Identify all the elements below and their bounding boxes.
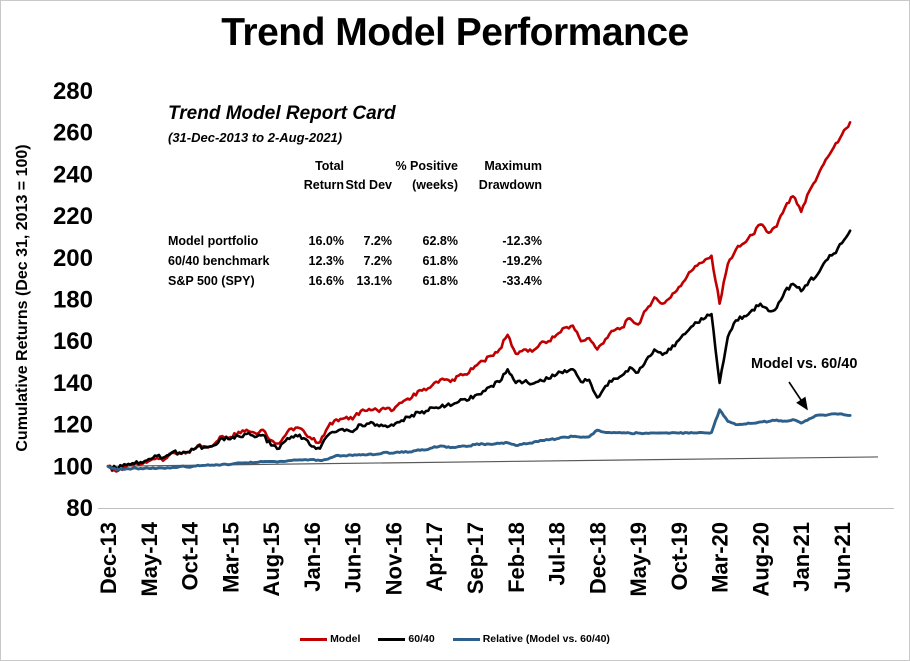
y-tick-label: 140 [53,370,93,397]
y-tick-label: 240 [53,161,93,188]
stat-value: 16.0% [308,233,344,248]
x-tick-label: Oct-19 [667,522,692,590]
report-card-header: Total Return Std Dev% Positive (weeks) Max… [168,157,542,195]
legend-swatch [300,637,328,641]
stat-value: 61.8% [422,253,458,268]
report-card-row: S&P 500 (SPY) 16.6% 13.1% 61.8% -33.4% [168,271,542,291]
row-label: S&P 500 (SPY) [168,273,255,288]
x-tick-label: Aug-20 [748,522,773,597]
y-tick-label: 180 [53,287,93,314]
report-card-body: Model portfolio 16.0% 7.2% 62.8% -12.3% 60/40… [168,195,542,291]
row-label: 60/40 benchmark [168,253,270,268]
x-tick-label: May-19 [626,522,651,597]
stat-value: 62.8% [422,233,458,248]
legend-swatch [378,637,406,641]
chart-title: Trend Model Performance [221,11,689,54]
stat-value: 16.6% [308,273,344,288]
column-header: % Positive (weeks) [395,159,458,192]
stat-value: 61.8% [422,273,458,288]
x-tick-label: Mar-15 [218,522,243,593]
stat-value: -33.4% [502,273,542,288]
stat-value: 12.3% [308,253,344,268]
x-tick-label: Apr-17 [422,522,447,592]
stat-value: 7.2% [363,253,393,268]
x-tick-label: Oct-14 [178,521,203,590]
chart-legend: Model 60/40 Relative (Model vs. 60/40) [1,633,909,645]
x-tick-label: Feb-18 [504,522,529,593]
x-tick-label: Nov-16 [381,522,406,595]
y-tick-label: 160 [53,328,93,355]
y-tick-label: 220 [53,203,93,230]
x-tick-label: Dec-18 [585,522,610,594]
column-header: Std Dev [345,177,392,192]
column-header: Maximum Drawdown [478,159,542,192]
x-tick-label: Aug-15 [259,522,284,597]
x-tick-label: Jun-21 [830,522,855,593]
x-tick-label: Jan-16 [300,522,325,592]
legend-label: Model [330,633,361,645]
x-tick-label: Jul-18 [545,522,570,586]
series-line-1 [106,229,852,471]
y-tick-label: 120 [53,412,93,439]
annotation-label: Model vs. 60/40 [751,356,858,372]
x-tick-label: Dec-13 [96,522,121,594]
legend-item: Model [300,633,360,645]
legend-item: Relative (Model vs. 60/40) [452,633,610,645]
stat-value: 13.1% [356,273,392,288]
legend-label: Relative (Model vs. 60/40) [482,633,610,645]
stat-value: 7.2% [363,233,393,248]
legend-label: 60/40 [408,633,435,645]
y-tick-label: 260 [53,120,93,147]
report-card-title: Trend Model Report Card [168,103,396,124]
annotation-arrow [788,381,808,411]
x-tick-label: Mar-20 [708,522,733,593]
stat-value: -19.2% [502,253,542,268]
report-card-row: 60/40 benchmark 12.3% 7.2% 61.8% -19.2% [168,251,542,271]
legend-swatch [452,637,480,641]
stat-value: -12.3% [502,233,542,248]
report-card-table: Total Return Std Dev% Positive (weeks) Max… [168,157,542,291]
y-tick-label: 280 [53,78,93,105]
legend-item: 60/40 [378,633,435,645]
y-tick-label: 100 [53,453,93,480]
column-header: Total Return [303,159,344,192]
series-line-2 [106,408,852,471]
y-tick-label: 200 [53,245,93,272]
x-tick-label: Jan-21 [789,522,814,592]
header-spacer-cell [168,157,300,195]
y-tick-label: 80 [66,495,93,522]
x-tick-label: May-14 [137,521,162,596]
report-card-subtitle: (31-Dec-2013 to 2-Aug-2021) [168,130,343,145]
report-card-row: Model portfolio 16.0% 7.2% 62.8% -12.3% [168,195,542,251]
y-axis-title: Cumulative Returns (Dec 31, 2013 = 100) [14,144,31,451]
row-label: Model portfolio [168,233,259,248]
x-tick-label: Sep-17 [463,522,488,594]
reference-line-100 [107,456,879,467]
x-tick-label: Jun-16 [341,522,366,593]
report-card: Trend Model Report Card (31-Dec-2013 to … [168,103,542,291]
